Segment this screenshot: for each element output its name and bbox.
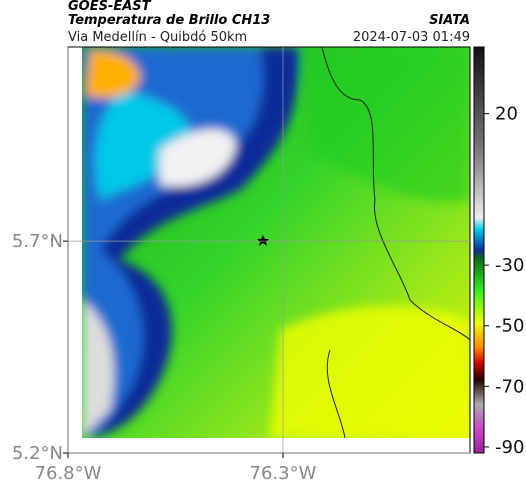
colorbar-tick-label: -90	[495, 437, 524, 458]
colorbar-tick-label: -30	[495, 255, 524, 276]
colorbar-tick-label: 20	[495, 104, 518, 125]
lon-tick-label: 76.3°W	[250, 463, 317, 484]
title: GOES-EAST	[68, 0, 152, 14]
lat-tick-label: 5.7°N	[12, 231, 63, 252]
colorbar-tick-label: -70	[495, 376, 524, 397]
lon-tick-label: 76.8°W	[35, 463, 102, 484]
subtitle: Temperatura de Brillo CH13	[68, 13, 270, 28]
colorbar-tick-label: -50	[495, 316, 524, 337]
timestamp: 2024-07-03 01:49	[353, 30, 470, 45]
lat-tick-label: 5.2°N	[12, 443, 63, 464]
location-marker	[257, 235, 269, 246]
colorbar	[473, 46, 485, 454]
region: Via Medellín - Quibdó 50km	[68, 30, 247, 45]
satellite-image	[82, 47, 470, 438]
source: SIATA	[429, 13, 470, 28]
